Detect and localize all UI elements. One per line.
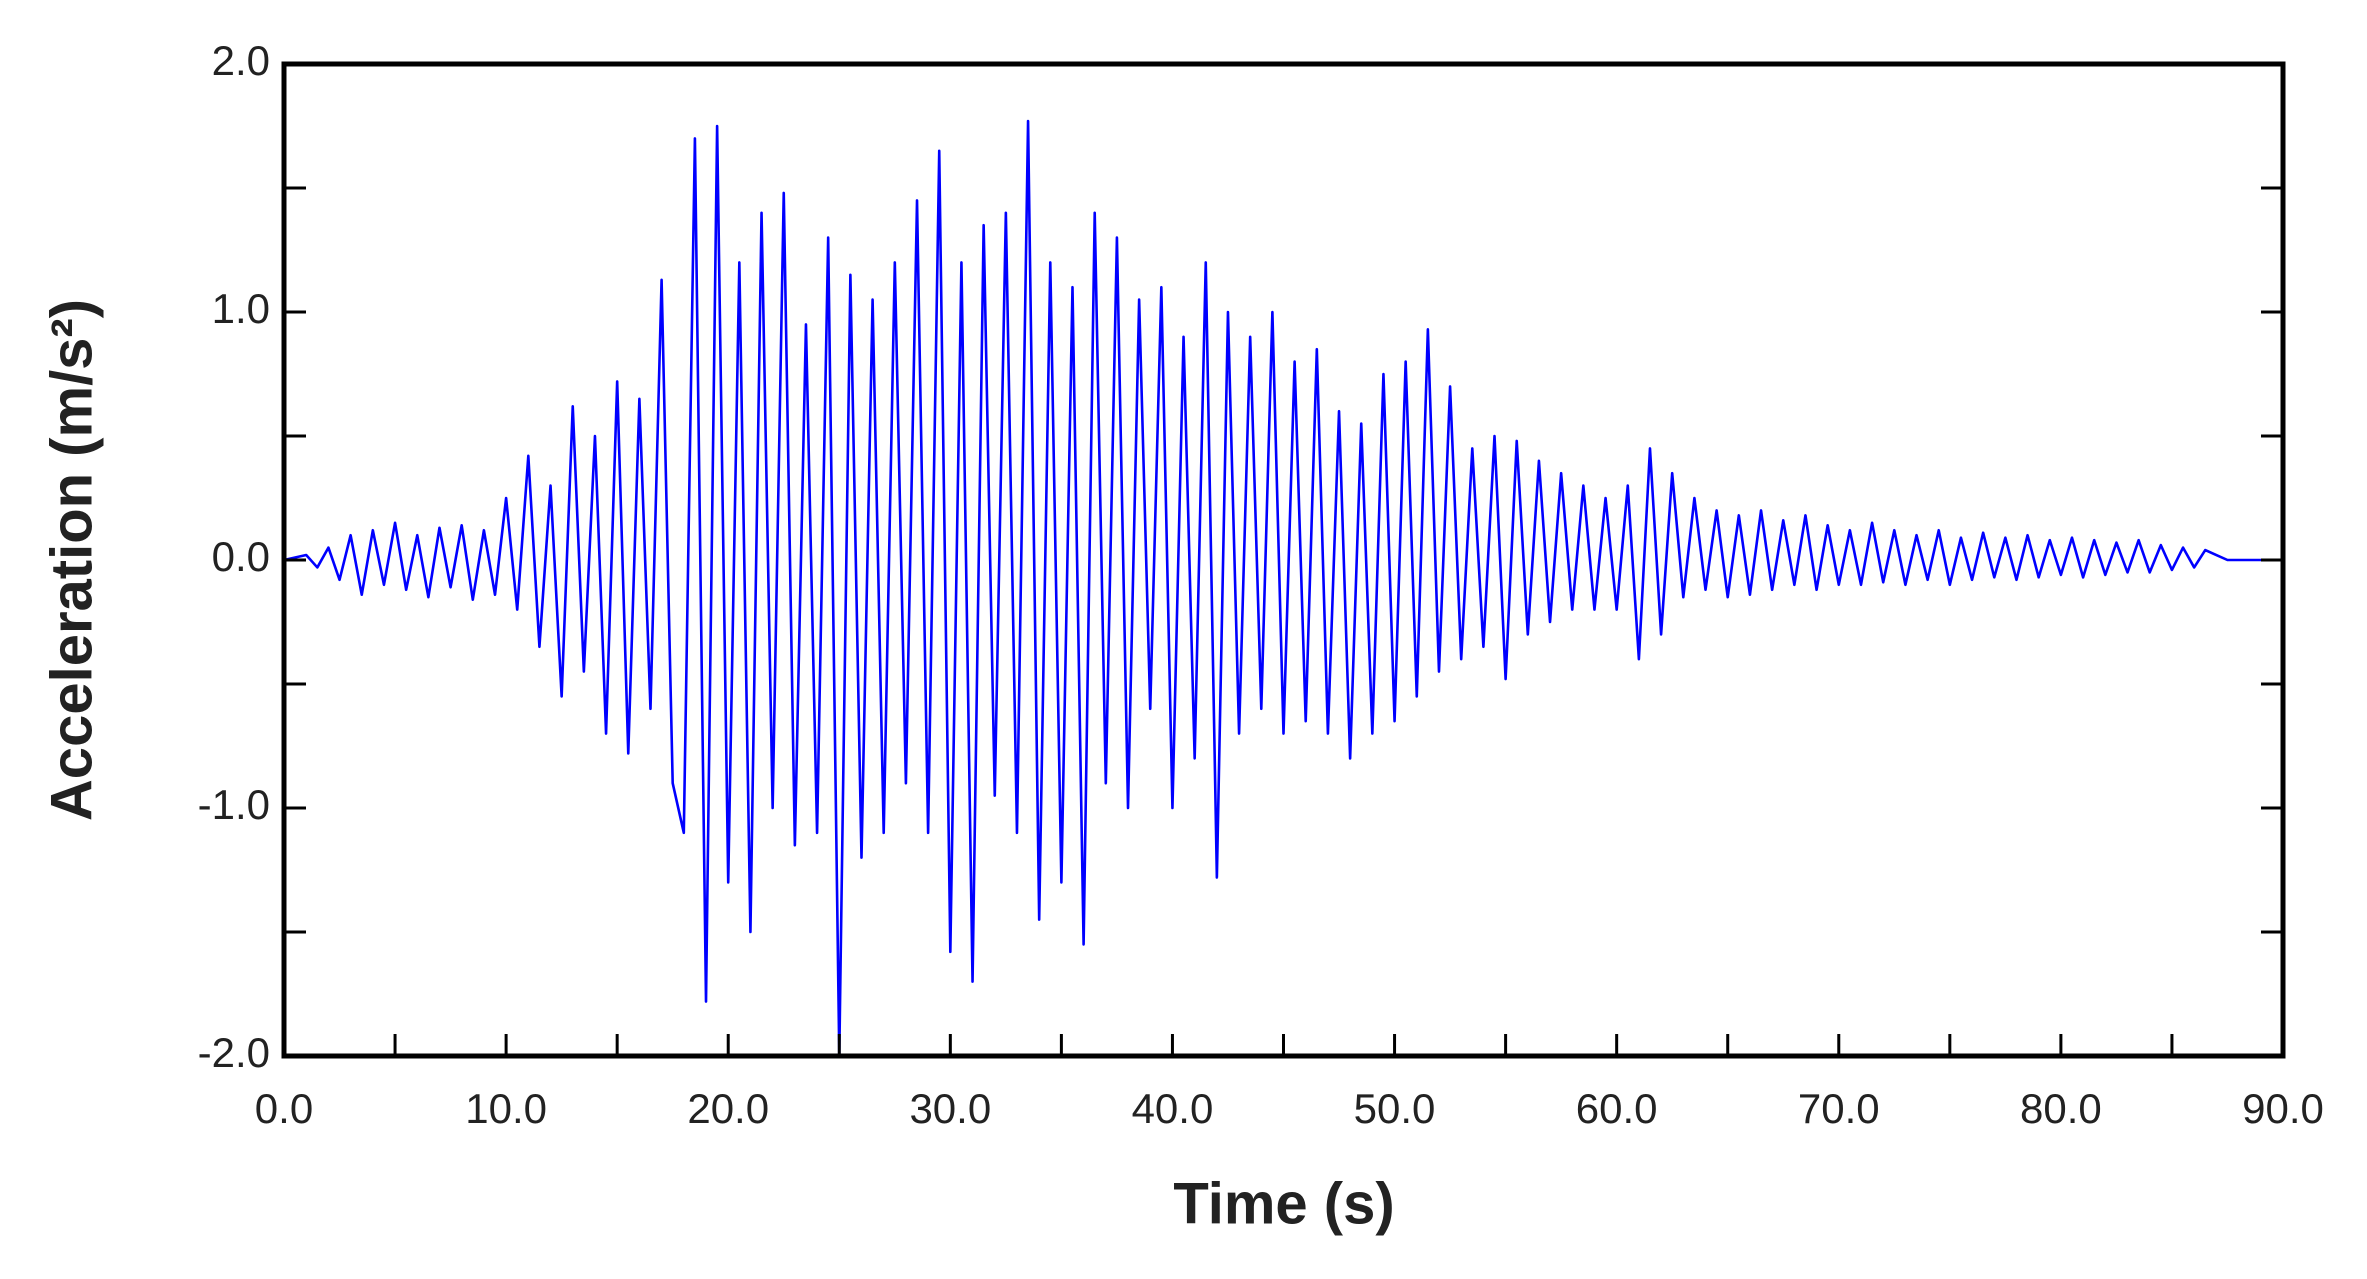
x-tick-label: 10.0: [465, 1085, 547, 1132]
x-tick-label: 60.0: [1576, 1085, 1658, 1132]
x-tick-label: 50.0: [1354, 1085, 1436, 1132]
x-tick-label: 80.0: [2020, 1085, 2102, 1132]
y-tick-label: 1.0: [212, 285, 270, 332]
y-tick-label: -2.0: [198, 1029, 270, 1076]
y-tick-label: 2.0: [212, 37, 270, 84]
series-line: [283, 119, 2283, 1058]
x-tick-label: 30.0: [909, 1085, 991, 1132]
x-tick-label: 0.0: [255, 1085, 313, 1132]
x-tick-label: 70.0: [1798, 1085, 1880, 1132]
y-tick-label: -1.0: [198, 781, 270, 828]
plot-frame: [281, 61, 2286, 1059]
x-tick-label: 40.0: [1132, 1085, 1214, 1132]
x-axis-title: Time (s): [1173, 1171, 1394, 1236]
y-tick-label: 0.0: [212, 533, 270, 580]
x-tick-label: 90.0: [2242, 1085, 2324, 1132]
y-axis-title: Acceleration (m/s²): [39, 299, 104, 821]
x-tick-label: 20.0: [687, 1085, 769, 1132]
